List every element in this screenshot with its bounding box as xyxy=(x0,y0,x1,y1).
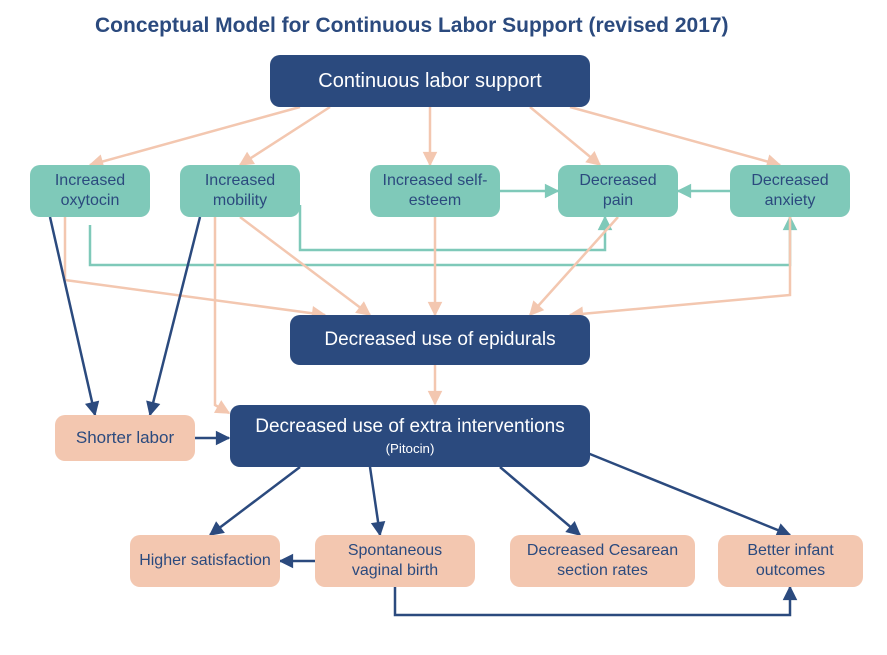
edge xyxy=(90,217,790,265)
node-csec: Decreased Cesarean section rates xyxy=(510,535,695,587)
edge xyxy=(370,467,380,535)
node-label: Shorter labor xyxy=(76,427,174,448)
node-sublabel: (Pitocin) xyxy=(386,441,435,458)
edge xyxy=(395,587,790,615)
node-label: Better infant outcomes xyxy=(724,541,857,581)
diagram-stage: Conceptual Model for Continuous Labor Su… xyxy=(0,0,887,655)
node-sat: Higher satisfaction xyxy=(130,535,280,587)
node-cls: Continuous labor support xyxy=(270,55,590,107)
edge xyxy=(530,217,618,315)
node-pain: Decreased pain xyxy=(558,165,678,217)
node-label: Decreased Cesarean section rates xyxy=(516,541,689,581)
edge xyxy=(570,217,790,315)
edge xyxy=(530,107,600,165)
node-mob: Increased mobility xyxy=(180,165,300,217)
edge xyxy=(65,217,325,315)
node-lab: Shorter labor xyxy=(55,415,195,461)
node-se: Increased self-esteem xyxy=(370,165,500,217)
node-svb: Spontaneous vaginal birth xyxy=(315,535,475,587)
node-oxy: Increased oxytocin xyxy=(30,165,150,217)
edge xyxy=(580,450,790,535)
edge xyxy=(50,217,95,415)
node-label: Increased self-esteem xyxy=(376,171,494,211)
node-label: Higher satisfaction xyxy=(139,551,271,571)
node-anx: Decreased anxiety xyxy=(730,165,850,217)
edge xyxy=(150,217,200,415)
node-intv: Decreased use of extra interventions (Pit… xyxy=(230,405,590,467)
edge xyxy=(215,217,229,413)
node-label: Decreased use of extra interventions xyxy=(255,415,564,439)
node-label: Increased mobility xyxy=(186,171,294,211)
edge xyxy=(240,217,370,315)
node-label: Continuous labor support xyxy=(318,69,541,94)
node-label: Decreased pain xyxy=(564,171,672,211)
edge xyxy=(570,107,780,165)
node-label: Increased oxytocin xyxy=(36,171,144,211)
edge xyxy=(210,467,300,535)
edge xyxy=(90,107,300,165)
node-label: Decreased use of epidurals xyxy=(324,328,555,352)
edge xyxy=(240,107,330,165)
edge xyxy=(500,467,580,535)
diagram-title: Conceptual Model for Continuous Labor Su… xyxy=(95,14,729,38)
node-epi: Decreased use of epidurals xyxy=(290,315,590,365)
node-label: Spontaneous vaginal birth xyxy=(321,541,469,581)
node-inf: Better infant outcomes xyxy=(718,535,863,587)
node-label: Decreased anxiety xyxy=(736,171,844,211)
